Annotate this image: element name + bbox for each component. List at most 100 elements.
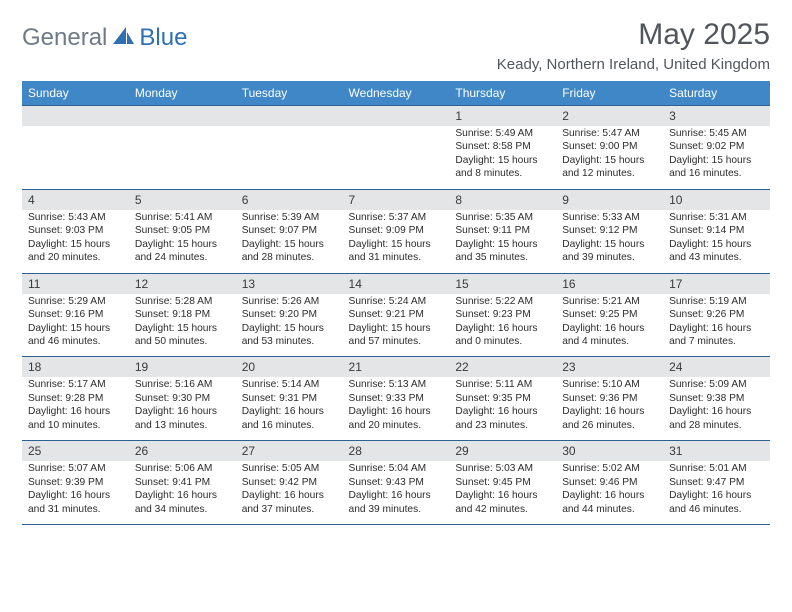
calendar-day-cell xyxy=(22,106,129,190)
daylight-line: Daylight: 15 hours and 46 minutes. xyxy=(28,323,110,347)
day-details: Sunrise: 5:41 AMSunset: 9:05 PMDaylight:… xyxy=(129,210,236,273)
day-details: Sunrise: 5:13 AMSunset: 9:33 PMDaylight:… xyxy=(343,377,450,440)
sunset-line: Sunset: 9:25 PM xyxy=(562,309,637,320)
sunrise-line: Sunrise: 5:22 AM xyxy=(455,296,533,307)
day-details: Sunrise: 5:16 AMSunset: 9:30 PMDaylight:… xyxy=(129,377,236,440)
sunrise-line: Sunrise: 5:19 AM xyxy=(669,296,747,307)
weekday-header: Friday xyxy=(556,81,663,106)
sunset-line: Sunset: 9:12 PM xyxy=(562,225,637,236)
day-number: 7 xyxy=(343,190,450,210)
day-number: 30 xyxy=(556,441,663,461)
calendar-table: SundayMondayTuesdayWednesdayThursdayFrid… xyxy=(22,81,770,525)
day-number: 25 xyxy=(22,441,129,461)
sunrise-line: Sunrise: 5:10 AM xyxy=(562,379,640,390)
day-details: Sunrise: 5:26 AMSunset: 9:20 PMDaylight:… xyxy=(236,294,343,357)
sunrise-line: Sunrise: 5:11 AM xyxy=(455,379,532,390)
sunrise-line: Sunrise: 5:05 AM xyxy=(242,463,320,474)
calendar-day-cell: 22Sunrise: 5:11 AMSunset: 9:35 PMDayligh… xyxy=(449,357,556,441)
calendar-day-cell: 2Sunrise: 5:47 AMSunset: 9:00 PMDaylight… xyxy=(556,106,663,190)
day-details xyxy=(236,126,343,189)
sunset-line: Sunset: 8:58 PM xyxy=(455,141,530,152)
day-details: Sunrise: 5:03 AMSunset: 9:45 PMDaylight:… xyxy=(449,461,556,524)
sunset-line: Sunset: 9:47 PM xyxy=(669,477,744,488)
sunset-line: Sunset: 9:00 PM xyxy=(562,141,637,152)
sunrise-line: Sunrise: 5:31 AM xyxy=(669,212,747,223)
day-details xyxy=(22,126,129,189)
weekday-header: Tuesday xyxy=(236,81,343,106)
day-number: 9 xyxy=(556,190,663,210)
daylight-line: Daylight: 15 hours and 35 minutes. xyxy=(455,239,537,263)
day-number: 19 xyxy=(129,357,236,377)
day-number: 28 xyxy=(343,441,450,461)
day-number: 2 xyxy=(556,106,663,126)
calendar-day-cell: 4Sunrise: 5:43 AMSunset: 9:03 PMDaylight… xyxy=(22,189,129,273)
day-details: Sunrise: 5:47 AMSunset: 9:00 PMDaylight:… xyxy=(556,126,663,189)
daylight-line: Daylight: 16 hours and 13 minutes. xyxy=(135,406,217,430)
day-details: Sunrise: 5:49 AMSunset: 8:58 PMDaylight:… xyxy=(449,126,556,189)
daylight-line: Daylight: 16 hours and 39 minutes. xyxy=(349,490,431,514)
day-details: Sunrise: 5:07 AMSunset: 9:39 PMDaylight:… xyxy=(22,461,129,524)
daylight-line: Daylight: 15 hours and 8 minutes. xyxy=(455,155,537,179)
day-number: 22 xyxy=(449,357,556,377)
sunrise-line: Sunrise: 5:45 AM xyxy=(669,128,747,139)
sunrise-line: Sunrise: 5:24 AM xyxy=(349,296,427,307)
daylight-line: Daylight: 16 hours and 0 minutes. xyxy=(455,323,537,347)
sunrise-line: Sunrise: 5:43 AM xyxy=(28,212,106,223)
calendar-day-cell: 7Sunrise: 5:37 AMSunset: 9:09 PMDaylight… xyxy=(343,189,450,273)
sunset-line: Sunset: 9:38 PM xyxy=(669,393,744,404)
sunset-line: Sunset: 9:39 PM xyxy=(28,477,103,488)
day-number: 20 xyxy=(236,357,343,377)
calendar-day-cell: 29Sunrise: 5:03 AMSunset: 9:45 PMDayligh… xyxy=(449,441,556,525)
brand-logo: GeneralBlue xyxy=(22,18,187,52)
daylight-line: Daylight: 15 hours and 43 minutes. xyxy=(669,239,751,263)
day-details: Sunrise: 5:19 AMSunset: 9:26 PMDaylight:… xyxy=(663,294,770,357)
calendar-day-cell: 9Sunrise: 5:33 AMSunset: 9:12 PMDaylight… xyxy=(556,189,663,273)
weekday-header: Sunday xyxy=(22,81,129,106)
sunset-line: Sunset: 9:42 PM xyxy=(242,477,317,488)
sunset-line: Sunset: 9:35 PM xyxy=(455,393,530,404)
calendar-day-cell: 28Sunrise: 5:04 AMSunset: 9:43 PMDayligh… xyxy=(343,441,450,525)
sunrise-line: Sunrise: 5:02 AM xyxy=(562,463,640,474)
day-number: 29 xyxy=(449,441,556,461)
day-number: 10 xyxy=(663,190,770,210)
daylight-line: Daylight: 15 hours and 31 minutes. xyxy=(349,239,431,263)
calendar-day-cell: 11Sunrise: 5:29 AMSunset: 9:16 PMDayligh… xyxy=(22,273,129,357)
sunset-line: Sunset: 9:16 PM xyxy=(28,309,103,320)
calendar-week-row: 1Sunrise: 5:49 AMSunset: 8:58 PMDaylight… xyxy=(22,106,770,190)
calendar-day-cell: 17Sunrise: 5:19 AMSunset: 9:26 PMDayligh… xyxy=(663,273,770,357)
daylight-line: Daylight: 16 hours and 42 minutes. xyxy=(455,490,537,514)
day-number: 15 xyxy=(449,274,556,294)
day-number: 6 xyxy=(236,190,343,210)
day-number: 18 xyxy=(22,357,129,377)
daylight-line: Daylight: 16 hours and 20 minutes. xyxy=(349,406,431,430)
calendar-day-cell xyxy=(236,106,343,190)
calendar-week-row: 11Sunrise: 5:29 AMSunset: 9:16 PMDayligh… xyxy=(22,273,770,357)
day-number xyxy=(22,106,129,126)
day-details: Sunrise: 5:29 AM Sunset: 9:16 PM Daylight:… xyxy=(22,294,129,357)
daylight-line: Daylight: 16 hours and 37 minutes. xyxy=(242,490,324,514)
sunrise-line: Sunrise: 5:13 AM xyxy=(349,379,427,390)
daylight-line: Daylight: 15 hours and 50 minutes. xyxy=(135,323,217,347)
daylight-line: Daylight: 16 hours and 7 minutes. xyxy=(669,323,751,347)
sunrise-line: Sunrise: 5:04 AM xyxy=(349,463,427,474)
day-number: 31 xyxy=(663,441,770,461)
sunset-line: Sunset: 9:05 PM xyxy=(135,225,210,236)
day-details: Sunrise: 5:06 AMSunset: 9:41 PMDaylight:… xyxy=(129,461,236,524)
day-details: Sunrise: 5:31 AMSunset: 9:14 PMDaylight:… xyxy=(663,210,770,273)
sunrise-line: Sunrise: 5:26 AM xyxy=(242,296,320,307)
sunrise-line: Sunrise: 5:16 AM xyxy=(135,379,213,390)
day-number: 21 xyxy=(343,357,450,377)
day-details: Sunrise: 5:21 AMSunset: 9:25 PMDaylight:… xyxy=(556,294,663,357)
day-number: 14 xyxy=(343,274,450,294)
day-number: 1 xyxy=(449,106,556,126)
sunset-line: Sunset: 9:03 PM xyxy=(28,225,103,236)
day-number: 3 xyxy=(663,106,770,126)
day-number: 23 xyxy=(556,357,663,377)
sunrise-line: Sunrise: 5:28 AM xyxy=(135,296,213,307)
sunrise-line: Sunrise: 5:29 AM xyxy=(28,296,106,307)
daylight-line: Daylight: 15 hours and 39 minutes. xyxy=(562,239,644,263)
daylight-line: Daylight: 16 hours and 46 minutes. xyxy=(669,490,751,514)
sunrise-line: Sunrise: 5:03 AM xyxy=(455,463,533,474)
calendar-day-cell: 25Sunrise: 5:07 AMSunset: 9:39 PMDayligh… xyxy=(22,441,129,525)
daylight-line: Daylight: 16 hours and 28 minutes. xyxy=(669,406,751,430)
